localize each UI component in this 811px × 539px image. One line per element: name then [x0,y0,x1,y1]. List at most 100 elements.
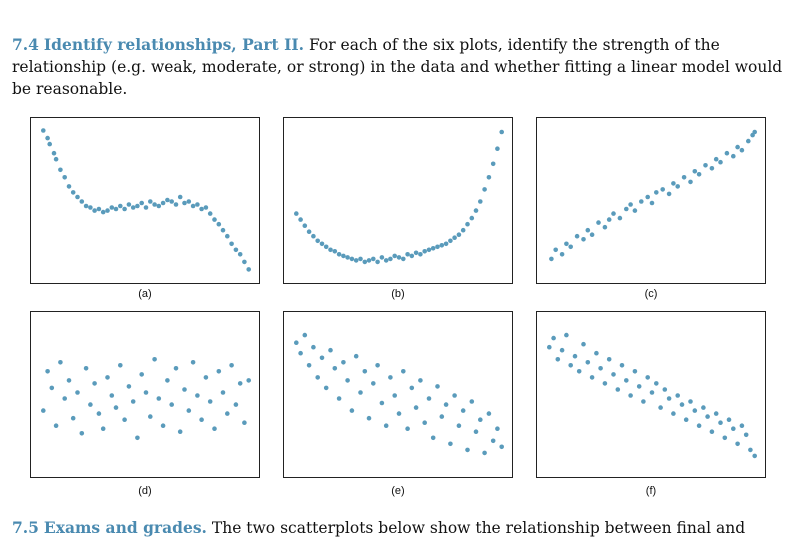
scatter-point [713,411,719,416]
scatter-point [143,390,149,395]
scatter-point [92,381,97,386]
scatter-point [559,347,565,353]
scatter-point [495,146,500,151]
problem-title: Identify relationships, Part II. [43,35,305,54]
scatter-point [62,396,67,401]
scatter-point [156,396,162,401]
scatter-point [482,187,487,192]
scatter-point [88,205,93,210]
scatter-point [186,408,192,413]
scatter-point [688,179,693,185]
scatter-point [589,232,595,237]
scatter-point [703,163,708,168]
scatter-point [574,233,580,239]
scatter-point [130,399,136,404]
scatter-point [242,420,247,425]
scatter-point [345,378,350,383]
scatter-point [632,369,638,374]
plot-label-b: (b) [391,288,405,300]
scatter-point [302,223,308,228]
scatter-point [41,128,46,133]
scatter-point [401,256,406,262]
scatter-point [306,229,312,234]
scatter-point [388,256,393,262]
scatter-point [383,423,389,428]
scatter-point [692,408,698,413]
scatter-point [169,402,174,407]
scatter-point [47,141,52,147]
scatter-point [152,357,157,362]
scatter-point [41,408,46,413]
next-problem-body: The two scatterplots below show the rela… [211,519,746,537]
scatter-point [564,241,569,247]
scatter-point [422,420,427,425]
scatter-point [473,208,479,213]
scatter-point [379,400,385,406]
scatter-point [439,243,445,248]
scatter-point [195,393,200,398]
scatter-point [735,144,740,150]
scatter-point [139,200,144,206]
scatter-point [212,217,217,222]
scatter-point [696,423,702,428]
scatter-point [405,252,410,257]
scatter-point [555,357,561,362]
scatter-point [190,360,196,365]
scatter-point [130,205,136,210]
scatter-point [696,172,702,177]
scatter-point [435,384,440,389]
scatter-point [452,393,457,398]
scatter-point [53,423,59,428]
scatter-point [439,414,445,419]
scatter-point [220,390,226,395]
scatter-point [602,381,608,386]
scatter-point [671,411,676,416]
scatter-point [430,435,436,441]
scatter-point [611,372,616,377]
scatter-point [70,415,76,421]
scatter-point [366,258,372,263]
scatter-point [349,256,355,262]
scatter-point [495,426,500,431]
scatter-point [375,363,380,368]
scatter-point [645,194,650,200]
scatter-point [294,340,299,345]
scatter-point [139,372,144,377]
scatter-point [619,363,625,368]
scatterplot-b-canvas [294,129,504,265]
scatter-point [731,153,736,159]
scatter-point [165,378,170,383]
scatter-point [645,375,650,380]
next-problem-title: Exams and grades. [43,518,207,537]
scatter-point [409,385,415,391]
scatter-point [465,221,470,227]
scatter-point [478,417,483,422]
scatter-point [606,357,612,362]
scatter-point [177,429,183,434]
scatter-point [302,332,308,338]
scatter-point [628,202,633,207]
scatter-point [165,197,170,203]
scatter-point [58,360,63,365]
scatter-point [298,217,303,222]
scatter-point [294,211,299,216]
scatter-point [375,259,380,265]
scatterplot-a [30,117,260,284]
scatter-point [611,211,616,216]
scatter-point [435,244,440,250]
scatter-point [233,402,239,407]
scatter-point [624,378,629,383]
scatter-point [96,206,102,212]
scatter-point [212,426,217,431]
scatter-point [143,205,149,210]
scatter-point [448,238,453,244]
scatter-point [126,202,132,207]
scatter-point [203,205,209,210]
scatter-point [675,393,680,398]
scatter-point [418,378,423,383]
scatter-point [649,200,655,206]
scatter-point [602,224,608,230]
scatter-point [486,175,492,180]
scatter-point [298,350,303,356]
scatter-point [649,390,655,395]
